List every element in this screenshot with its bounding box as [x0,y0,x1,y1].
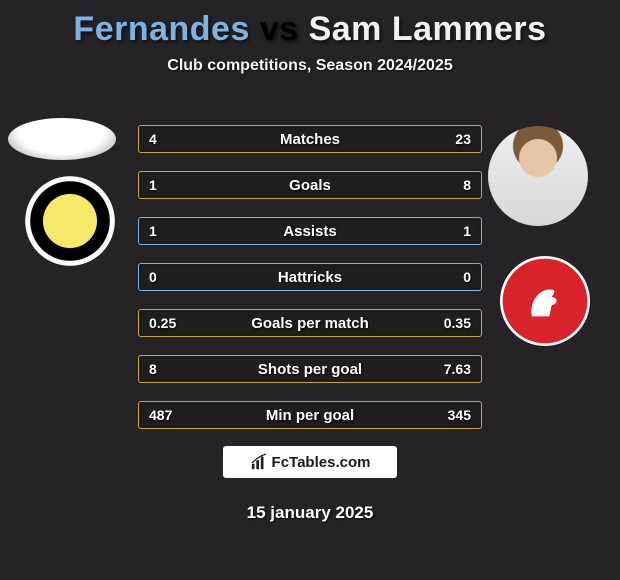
stat-left-value: 4 [149,131,157,147]
stat-label: Assists [139,223,481,240]
stat-right-value: 1 [463,223,471,239]
stat-right-value: 0 [463,269,471,285]
stat-left-value: 0.25 [149,315,176,331]
stat-row: 4Matches23 [138,125,482,153]
site-name: FcTables.com [272,454,371,471]
stat-right-value: 0.35 [444,315,471,331]
stat-left-value: 1 [149,177,157,193]
subtitle: Club competitions, Season 2024/2025 [0,57,620,75]
stat-left-value: 0 [149,269,157,285]
stat-label: Hattricks [139,269,481,286]
stat-label: Goals per match [139,315,481,332]
stat-right-value: 345 [448,407,471,423]
stat-left-value: 487 [149,407,172,423]
date: 15 january 2025 [0,503,620,523]
stat-left-value: 8 [149,361,157,377]
comparison-title: Fernandes vs Sam Lammers [0,0,620,49]
stat-row: 0Hattricks0 [138,263,482,291]
stat-row: 1Assists1 [138,217,482,245]
title-player1: Fernandes [73,10,249,48]
stat-label: Min per goal [139,407,481,424]
player2-photo [488,126,588,226]
stat-row: 487Min per goal345 [138,401,482,429]
stat-label: Matches [139,131,481,148]
stat-right-value: 23 [455,131,471,147]
stat-right-value: 8 [463,177,471,193]
stat-left-value: 1 [149,223,157,239]
stat-label: Goals [139,177,481,194]
player1-photo [8,118,116,160]
stat-label: Shots per goal [139,361,481,378]
club1-logo [25,176,115,266]
chart-icon [250,453,268,471]
title-vs: vs [250,10,309,48]
title-player2: Sam Lammers [309,10,547,48]
site-badge: FcTables.com [223,446,397,478]
stat-row: 1Goals8 [138,171,482,199]
club2-logo [500,256,590,346]
horse-icon [523,279,567,323]
stat-right-value: 7.63 [444,361,471,377]
stat-row: 8Shots per goal7.63 [138,355,482,383]
stat-row: 0.25Goals per match0.35 [138,309,482,337]
stats-container: 4Matches231Goals81Assists10Hattricks00.2… [138,125,482,447]
